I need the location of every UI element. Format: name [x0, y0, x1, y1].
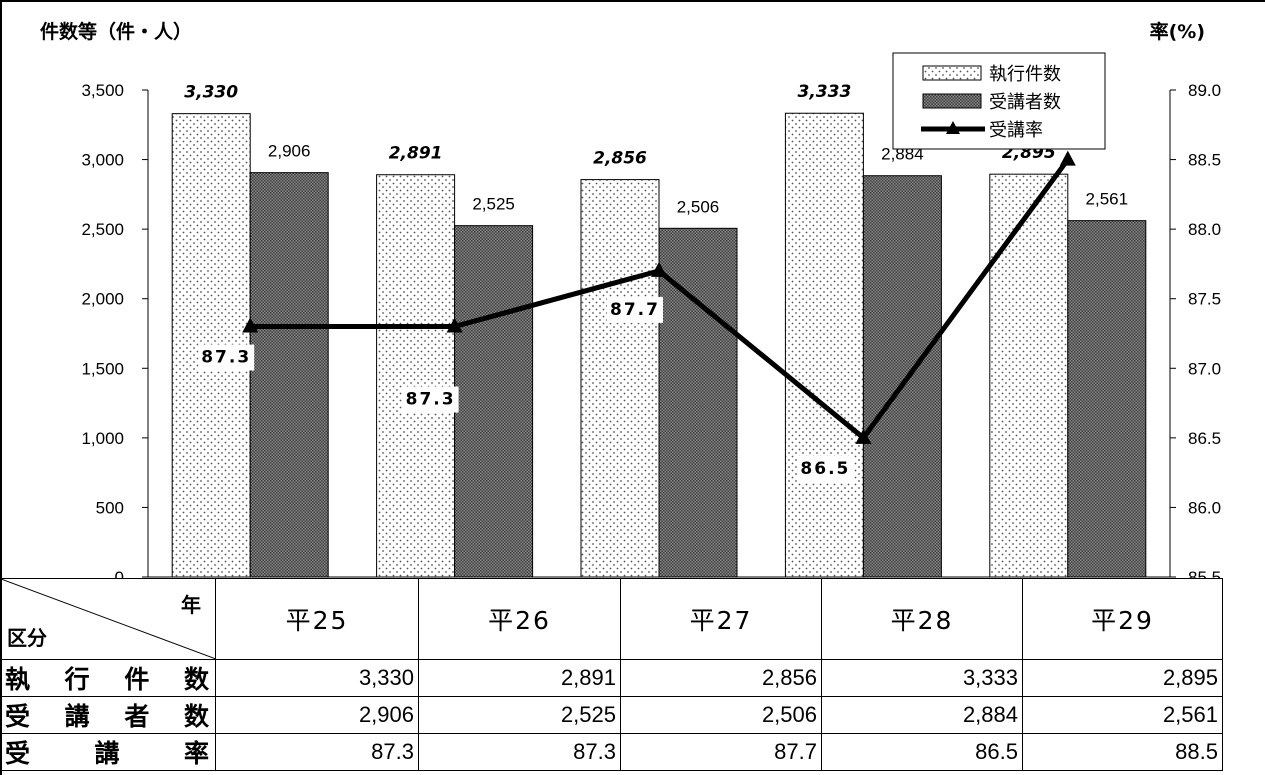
- right-tick-label: 89.0: [1188, 81, 1221, 100]
- year-header: 平25: [215, 578, 419, 660]
- bar-cases-label: 3,330: [184, 83, 238, 103]
- right-tick-label: 87.0: [1188, 359, 1221, 378]
- rate-label-bg: [402, 386, 459, 413]
- table-cell: 2,906: [215, 696, 419, 734]
- rate-label: 87.7: [610, 300, 660, 320]
- rate-label: 86.5: [800, 459, 850, 479]
- rate-label: 87.3: [406, 390, 456, 410]
- left-tick-label: 0: [115, 568, 124, 578]
- legend-swatch-cases: [922, 65, 982, 81]
- bar-attendees: [1067, 220, 1147, 578]
- row-label-char: 者: [124, 702, 150, 731]
- table-cell: 2,895: [1022, 659, 1223, 697]
- data-table: 年 区分 平25 平26 平27 平28 平29 執行件数 3,330 2,89…: [0, 578, 1223, 771]
- table-cell: 2,561: [1022, 696, 1223, 734]
- left-tick-label: 500: [96, 498, 124, 517]
- rate-marker: [242, 317, 259, 333]
- legend-swatch-attendees: [922, 93, 982, 109]
- corner-category-label: 区分: [7, 626, 47, 650]
- bar-attendees-label: 2,906: [268, 142, 311, 161]
- table-corner: 年 区分: [0, 578, 216, 660]
- table-cell: 86.5: [821, 733, 1023, 771]
- bar-attendees: [658, 227, 738, 578]
- bar-cases: [580, 179, 660, 578]
- row-label-char: 執: [5, 665, 31, 694]
- row-label-char: 件: [124, 665, 150, 694]
- legend-label: 執行件数: [989, 64, 1061, 85]
- table-cell: 3,333: [821, 659, 1023, 697]
- table-row: 受 講 者 数 2,906 2,525 2,506 2,884 2,561: [0, 696, 1223, 734]
- left-tick-label: 2,000: [81, 290, 124, 309]
- row-label-rate: 受講率: [0, 733, 216, 771]
- bar-attendees-label: 2,506: [677, 197, 720, 216]
- bar-cases: [376, 174, 456, 578]
- rate-label-bg: [607, 296, 663, 323]
- rate-label-bg: [797, 455, 854, 482]
- row-label-cases: 執行件数: [0, 659, 216, 697]
- left-tick-label: 1,000: [81, 429, 124, 448]
- table-header-row: 年 区分 平25 平26 平27 平28 平29: [0, 578, 1223, 660]
- rate-marker: [651, 261, 667, 277]
- year-header: 平26: [418, 578, 621, 660]
- year-header: 平28: [821, 578, 1023, 660]
- right-tick-label: 85.5: [1188, 568, 1221, 578]
- table-cell: 2,525: [418, 696, 621, 734]
- row-label-char: 数: [183, 702, 209, 731]
- bar-attendees: [454, 225, 534, 578]
- bar-attendees-label: 2,525: [472, 195, 515, 214]
- bar-attendees: [249, 172, 329, 578]
- right-tick-label: 88.5: [1188, 151, 1221, 170]
- table-cell: 87.3: [215, 733, 419, 771]
- legend-marker-rate: [946, 121, 960, 134]
- bar-attendees: [862, 175, 942, 578]
- right-tick-label: 88.0: [1188, 220, 1221, 239]
- legend-label: 受講者数: [989, 92, 1061, 113]
- table-cell: 87.7: [620, 733, 822, 771]
- table-row: 受 講 率 87.3 87.3 87.7 86.5 88.5: [0, 733, 1223, 771]
- table-cell: 2,856: [620, 659, 822, 697]
- bar-cases-label: 3,333: [798, 82, 852, 102]
- legend-label: 受講率: [989, 120, 1043, 141]
- bar-attendees-label: 2,561: [1086, 190, 1129, 209]
- bar-cases: [784, 112, 864, 578]
- row-label-char: 行: [64, 665, 90, 694]
- left-axis-title: 件数等（件・人）: [40, 20, 192, 43]
- right-tick-label: 86.5: [1188, 429, 1221, 448]
- right-tick-label: 86.0: [1188, 498, 1221, 517]
- table-cell: 88.5: [1022, 733, 1223, 771]
- left-tick-label: 3,000: [81, 151, 124, 170]
- table-cell: 2,891: [418, 659, 621, 697]
- combo-chart: 件数等（件・人） 率(%) 0 500 1,000 1,500 2,000 2,500 3,…: [40, 20, 1221, 578]
- table-cell: 3,330: [215, 659, 419, 697]
- bar-cases-label: 2,856: [593, 149, 647, 169]
- year-header: 平27: [620, 578, 822, 660]
- table-cell: 87.3: [418, 733, 621, 771]
- rate-marker: [855, 428, 872, 444]
- right-axis-title: 率(%): [1150, 20, 1205, 43]
- right-tick-label: 87.5: [1188, 290, 1221, 309]
- row-label-char: 受: [5, 702, 31, 731]
- corner-year-label: 年: [181, 593, 201, 617]
- year-header: 平29: [1022, 578, 1223, 660]
- left-tick-label: 3,500: [81, 81, 124, 100]
- rate-marker: [1059, 150, 1076, 166]
- rate-label-bg: [198, 344, 255, 371]
- table-row: 執 行 件 数 3,330 2,891 2,856 3,333 2,895: [0, 659, 1223, 697]
- table-cell: 2,884: [821, 696, 1023, 734]
- rate-marker: [446, 317, 463, 333]
- row-label-char: 講: [64, 702, 90, 731]
- row-label-char: 受: [5, 739, 31, 768]
- rate-label: 87.3: [201, 348, 251, 368]
- table-cell: 2,506: [620, 696, 822, 734]
- row-label-char: 講: [94, 739, 120, 768]
- bar-cases: [989, 173, 1069, 578]
- left-tick-label: 1,500: [81, 359, 124, 378]
- row-label-char: 率: [183, 739, 209, 768]
- left-tick-label: 2,500: [81, 220, 124, 239]
- bar-cases-label: 2,891: [389, 144, 443, 164]
- row-label-char: 数: [183, 665, 209, 694]
- row-label-attendees: 受講者数: [0, 696, 216, 734]
